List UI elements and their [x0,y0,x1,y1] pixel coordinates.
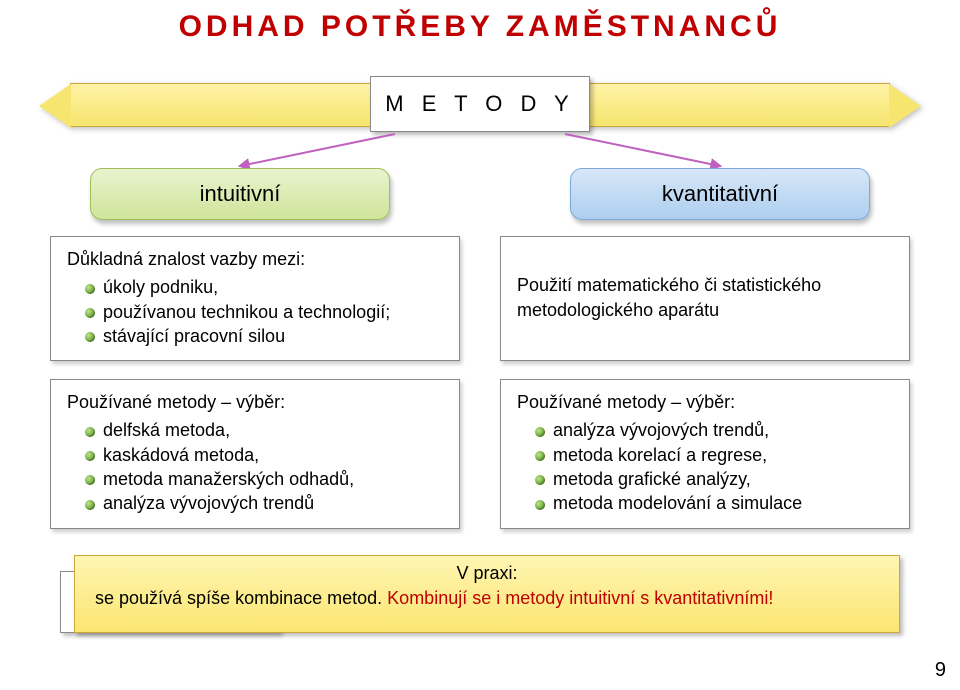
lead: Důkladná znalost vazby mezi: [67,247,443,271]
arrow-left [240,134,395,166]
praxi-line2: Kombinují se i metody intuitivní s kvant… [387,588,773,608]
category-intuitivni: intuitivní [90,168,390,220]
praxi-line1: se používá spíše kombinace metod. [95,588,387,608]
lead: Používané metody – výběr: [517,390,893,414]
praxi-front: V praxi: se používá spíše kombinace meto… [74,555,900,633]
list-item: používanou technikou a technologií; [85,300,443,324]
list-item: metoda korelací a regrese, [535,443,893,467]
list-item: metoda modelování a simulace [535,491,893,515]
arrow-right [565,134,720,166]
box-left-bottom: Používané metody – výběr: delfská metoda… [50,379,460,528]
box-right-bottom: Používané metody – výběr: analýza vývojo… [500,379,910,528]
list-item: metoda grafické analýzy, [535,467,893,491]
list: delfská metoda, kaskádová metoda, metoda… [67,418,443,515]
praxi-block: V praxi: se používá spíše kombinace meto… [0,543,960,643]
list-item: delfská metoda, [85,418,443,442]
info-grid: Důkladná znalost vazby mezi: úkoly podni… [0,228,960,529]
list-item: metoda manažerských odhadů, [85,467,443,491]
list-item: analýza vývojových trendů [85,491,443,515]
page-number: 9 [935,659,946,682]
list: úkoly podniku, používanou technikou a te… [67,275,443,348]
lead: Použití matematického či statistického m… [517,273,893,322]
page-title: ODHAD POTŘEBY ZAMĚSTNANCŮ [0,0,960,44]
box-left-top: Důkladná znalost vazby mezi: úkoly podni… [50,236,460,361]
metody-box: M E T O D Y [370,76,590,132]
banner: M E T O D Y [0,48,960,168]
list: analýza vývojových trendů, metoda korela… [517,418,893,515]
praxi-heading: V praxi: [95,562,879,585]
list-item: kaskádová metoda, [85,443,443,467]
list-item: stávající pracovní silou [85,324,443,348]
box-right-top: Použití matematického či statistického m… [500,236,910,361]
lead: Používané metody – výběr: [67,390,443,414]
list-item: analýza vývojových trendů, [535,418,893,442]
category-kvantitativni: kvantitativní [570,168,870,220]
category-row: intuitivní kvantitativní [0,168,960,228]
list-item: úkoly podniku, [85,275,443,299]
